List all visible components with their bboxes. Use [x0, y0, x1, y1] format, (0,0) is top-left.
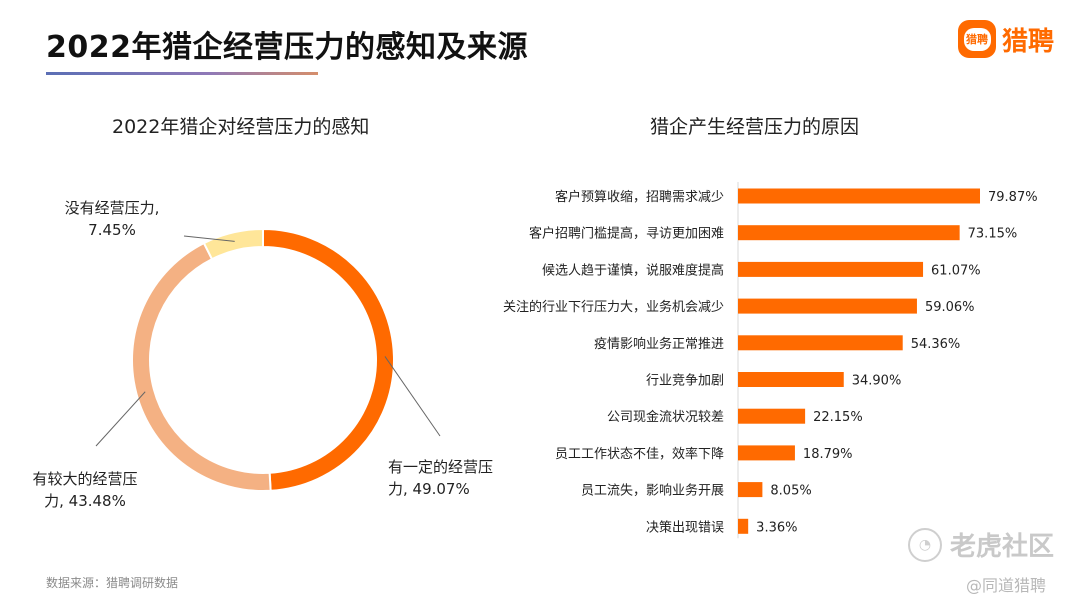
donut-label-line: 力, 49.07% — [388, 480, 470, 498]
bar-value-label-3: 59.06% — [925, 300, 975, 315]
bar-category-label-4: 疫情影响业务正常推进 — [594, 336, 724, 352]
bar-2 — [738, 261, 924, 277]
donut-label-line: 7.45% — [88, 221, 136, 239]
logo-badge-mark: 猎聘 — [963, 27, 991, 51]
watermark-text: 老虎社区 — [950, 532, 1055, 562]
bar-category-label-2: 候选人趋于谨慎，说服难度提高 — [542, 262, 724, 278]
donut-leader-line-0 — [384, 356, 441, 437]
donut-chart-title: 2022年猎企对经营压力的感知 — [112, 116, 370, 138]
logo-badge-icon: 猎聘 — [958, 20, 996, 58]
bar-5 — [738, 372, 844, 387]
bar-value-label-4: 54.36% — [911, 337, 961, 352]
donut-label-1: 有较大的经营压力, 43.48% — [32, 470, 137, 510]
donut-label-line: 有一定的经营压 — [388, 458, 493, 476]
donut-leader-line-1 — [95, 391, 146, 447]
donut-label-0: 有一定的经营压力, 49.07% — [388, 458, 493, 498]
page-title: 2022年猎企经营压力的感知及来源 — [46, 30, 528, 65]
bar-7 — [738, 445, 795, 461]
bar-category-label-7: 员工工作状态不佳，效率下降 — [555, 446, 724, 462]
bar-8 — [738, 482, 763, 498]
bar-6 — [738, 408, 806, 424]
bar-value-label-6: 22.15% — [813, 410, 863, 425]
paw-icon: ◔ — [908, 527, 942, 562]
bar-category-label-8: 员工流失，影响业务开展 — [581, 483, 724, 499]
bar-category-label-6: 公司现金流状况较差 — [607, 409, 724, 425]
bar-1 — [738, 225, 960, 241]
bar-value-label-8: 8.05% — [770, 484, 811, 499]
donut-label-line: 没有经营压力, — [65, 199, 160, 217]
bar-category-label-9: 决策出现错误 — [646, 519, 724, 535]
bar-0 — [738, 188, 981, 204]
donut-leader-line-2 — [183, 235, 235, 242]
data-source-note: 数据来源：猎聘调研数据 — [46, 576, 179, 590]
bar-value-label-0: 79.87% — [988, 190, 1038, 205]
bar-category-label-3: 关注的行业下行压力大，业务机会减少 — [503, 299, 724, 315]
bar-4 — [738, 335, 903, 351]
title-underline — [46, 72, 318, 75]
bar-value-label-1: 73.15% — [968, 227, 1018, 242]
donut-slice-2 — [202, 227, 264, 261]
bar-value-label-9: 3.36% — [756, 520, 797, 535]
logo-text: 猎聘 — [1002, 26, 1055, 57]
donut-chart: 有一定的经营压力, 49.07% 有较大的经营压力, 43.48% 没有经营压力, 7… — [32, 199, 493, 510]
donut-label-line: 有较大的经营压 — [32, 470, 137, 488]
bar-category-label-0: 客户预算收缩，招聘需求减少 — [555, 189, 724, 205]
bar-9 — [738, 518, 749, 534]
bar-3 — [738, 298, 917, 314]
bar-chart-title: 猎企产生经营压力的原因 — [650, 116, 860, 138]
watermark: ◔ 老虎社区 — [908, 526, 1054, 563]
donut-label-2: 没有经营压力, 7.45% — [65, 199, 160, 239]
bar-category-label-5: 行业竞争加剧 — [646, 373, 724, 389]
bar-value-label-7: 18.79% — [803, 447, 853, 462]
watermark-sub: @同道猎聘 — [966, 576, 1047, 595]
bar-category-label-1: 客户招聘门槛提高，寻访更加困难 — [529, 226, 724, 242]
donut-label-line: 力, 43.48% — [44, 492, 126, 510]
bar-value-label-5: 34.90% — [852, 374, 902, 389]
bar-value-label-2: 61.07% — [931, 263, 981, 278]
liepin-logo: 猎聘 猎聘 — [958, 20, 1054, 58]
